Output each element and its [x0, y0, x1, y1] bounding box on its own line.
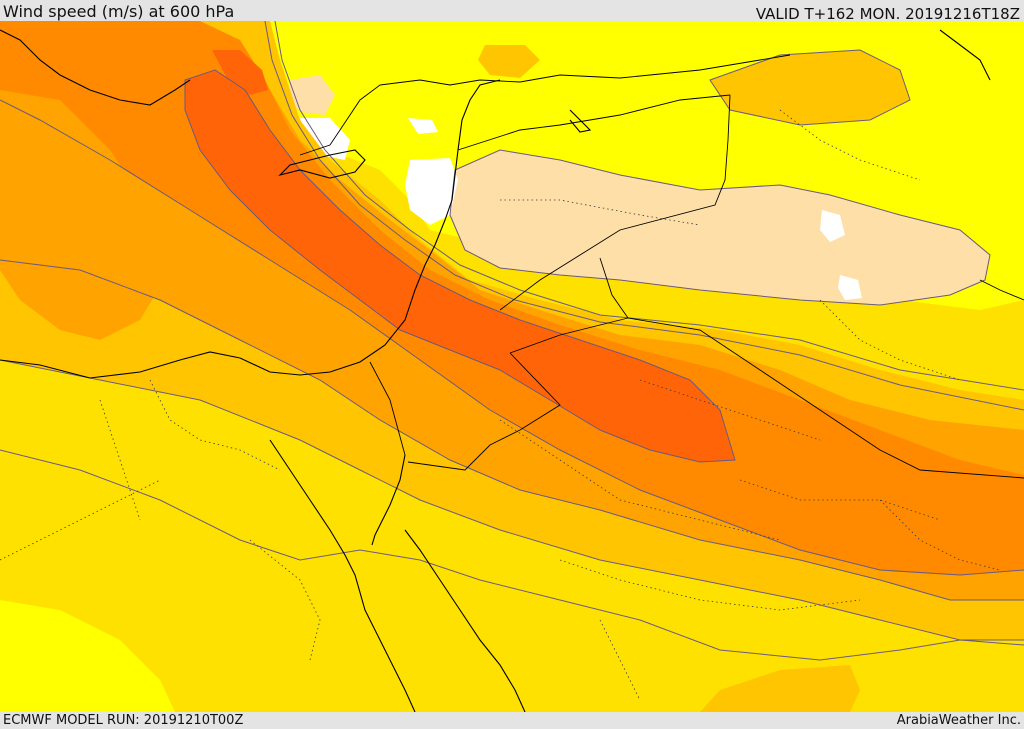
field-dark-orange-west [0, 90, 170, 340]
header-bar: Wind speed (m/s) at 600 hPa VALID T+162 … [0, 0, 1024, 23]
field-pale-turkey [288, 75, 335, 115]
credit-label: ArabiaWeather Inc. [896, 713, 1021, 728]
field-calm-cyprus-north [300, 118, 350, 160]
chart-title: Wind speed (m/s) at 600 hPa [3, 2, 235, 21]
field-yellow-orange-se [700, 665, 860, 712]
field-light-yellow-sw [0, 600, 175, 712]
field-pale-north [478, 45, 540, 78]
field-calm-iraq-2 [838, 275, 862, 300]
field-pale-syria-iraq [450, 150, 990, 305]
valid-time-label: VALID T+162 MON. 20191216T18Z [755, 5, 1020, 23]
field-calm-turkey [408, 118, 438, 134]
field-jet-core [185, 70, 735, 462]
province-boundaries [0, 109, 1001, 701]
contour-lines [0, 21, 1024, 661]
field-calm-iraq-1 [820, 210, 845, 242]
map-canvas [0, 21, 1024, 712]
field-yellow-orange-ne [710, 50, 910, 125]
field-jet-core-nw [212, 50, 268, 95]
country-borders [299, 54, 1024, 479]
footer-bar: ECMWF MODEL RUN: 20191210T00Z ArabiaWeat… [0, 712, 1024, 729]
wind-speed-map [0, 21, 1024, 712]
field-calm-lebanon [405, 158, 458, 225]
model-run-label: ECMWF MODEL RUN: 20191210T00Z [3, 713, 244, 728]
coastlines [0, 29, 991, 712]
field-yellow-south [0, 450, 1024, 712]
